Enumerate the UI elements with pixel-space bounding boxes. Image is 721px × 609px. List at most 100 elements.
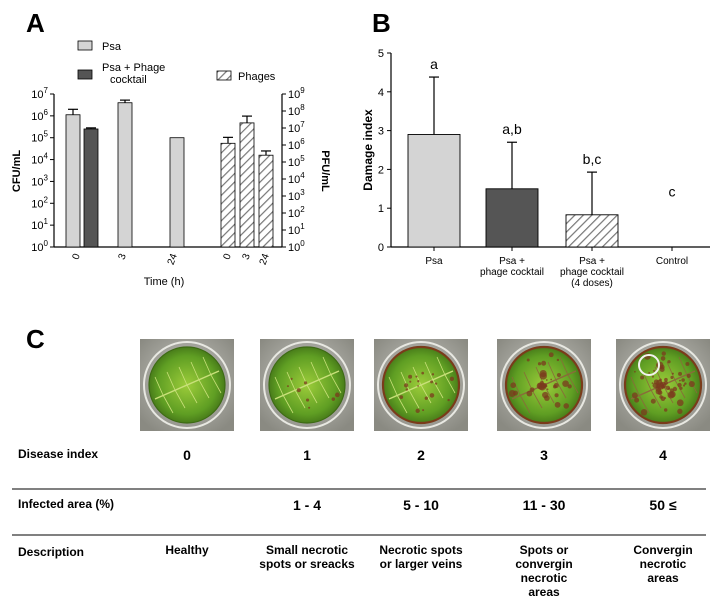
necrotic-spot xyxy=(640,409,648,416)
axis-a-left-tick-label: 107 xyxy=(31,86,48,101)
disease-index-value: 1 xyxy=(303,447,311,463)
bar-a-phages xyxy=(220,142,236,248)
necrotic-spot xyxy=(650,398,656,404)
dish-reflection xyxy=(638,354,660,376)
necrotic-spot xyxy=(303,381,308,385)
leaf-vein xyxy=(400,371,410,391)
axis-b-x-tick-label: phage cocktail xyxy=(560,267,624,278)
axis-a-left-tick-label: 104 xyxy=(31,152,48,167)
description-line: Necrotic spots xyxy=(379,543,463,557)
disease-index-value: 0 xyxy=(183,447,191,463)
necrotic-spot xyxy=(681,378,685,382)
necrotic-spot xyxy=(526,358,530,362)
necrotic-spot xyxy=(529,387,535,393)
necrotic-spot xyxy=(537,362,542,366)
infected-area-value: 1 - 4 xyxy=(293,497,321,513)
necrotic-spot xyxy=(429,393,435,398)
leaf-vein xyxy=(174,389,186,409)
necrotic-spot xyxy=(430,380,434,384)
disease-index-value: 3 xyxy=(540,447,548,463)
necrotic-spot xyxy=(508,390,516,397)
axis-a-left-tick-label: 105 xyxy=(31,130,48,145)
axis-b-x-tick-label: Control xyxy=(656,256,688,267)
disease-index-value: 2 xyxy=(417,447,425,463)
necrotic-spot xyxy=(671,372,674,375)
row-label-infected-area: Infected area (%) xyxy=(18,497,114,511)
axis-a-x-title: Time (h) xyxy=(144,276,185,288)
axis-b-y-tick-label: 2 xyxy=(378,164,384,176)
bar-a-psa xyxy=(65,114,81,248)
necrotic-spot xyxy=(682,384,686,387)
leaf-vein xyxy=(282,394,294,414)
necrotic-spot xyxy=(664,397,667,399)
description-line: Healthy xyxy=(165,543,209,557)
axis-b-y-title: Damage index xyxy=(361,109,375,191)
leaf-vein xyxy=(154,376,164,396)
necrotic-spot xyxy=(421,371,425,375)
leaf-vein xyxy=(274,376,284,396)
panel-label-b: B xyxy=(372,8,391,38)
leaf-vein xyxy=(424,361,434,381)
leaf-vein xyxy=(178,366,188,386)
necrotic-spot xyxy=(417,385,419,387)
axis-a-phage-tick-label: 3 xyxy=(241,252,253,261)
axis-a-left-title: CFU/mL xyxy=(11,150,23,192)
necrotic-spot xyxy=(653,379,659,385)
necrotic-spot xyxy=(657,390,663,396)
disease-index-table: Disease index Infected area (%) Descript… xyxy=(12,339,710,599)
leaf-vein xyxy=(306,384,318,404)
necrotic-spot xyxy=(409,380,412,383)
axis-b-y-tick-label: 3 xyxy=(378,126,384,138)
necrotic-spot xyxy=(679,386,683,390)
axis-a-left-tick-label: 103 xyxy=(31,173,48,188)
leaf-vein xyxy=(638,394,650,414)
necrotic-spot xyxy=(631,392,638,399)
necrotic-spot xyxy=(686,373,691,378)
necrotic-spot xyxy=(510,382,517,389)
significance-letter: c xyxy=(669,184,676,200)
bar-a-psa xyxy=(117,102,133,248)
leaf-vein xyxy=(322,356,332,376)
bar-b xyxy=(485,188,539,248)
necrotic-spot xyxy=(541,360,547,366)
leaf-vein xyxy=(408,389,420,409)
axis-a-left-tick-label: 106 xyxy=(31,108,48,123)
necrotic-spot xyxy=(548,352,554,358)
axis-b-x-tick-label: Psa xyxy=(425,256,443,267)
axis-b-y-tick-label: 1 xyxy=(378,203,384,215)
necrotic-spot xyxy=(556,372,561,378)
necrotic-spot xyxy=(556,358,560,362)
necrotic-spot xyxy=(553,382,559,389)
leaf-vein xyxy=(286,371,296,391)
necrotic-spot xyxy=(286,385,289,388)
necrotic-spot xyxy=(542,391,549,399)
infected-area-value: 50 ≤ xyxy=(649,497,676,513)
leaf-vein xyxy=(294,389,306,409)
leaf-vein xyxy=(444,374,456,394)
necrotic-spot xyxy=(539,369,547,378)
significance-letter: a,b xyxy=(502,121,522,137)
description-line: spots or sreacks xyxy=(259,557,355,571)
bar-a-phages xyxy=(258,154,274,248)
necrotic-spot xyxy=(541,383,547,389)
legend-cocktail-label-1: Psa + Phage xyxy=(102,62,165,74)
necrotic-spot xyxy=(659,381,667,389)
leaf-vein xyxy=(547,361,557,381)
necrotic-spot xyxy=(550,378,553,381)
necrotic-spot xyxy=(308,406,311,409)
leaf-vein xyxy=(318,379,330,399)
bar-b xyxy=(407,134,461,248)
necrotic-spot xyxy=(679,379,681,382)
necrotic-spot xyxy=(546,388,549,391)
necrotic-spot xyxy=(403,383,409,388)
necrotic-spot xyxy=(567,384,572,389)
significance-letter: a xyxy=(430,56,438,72)
leaf-vein xyxy=(210,374,222,394)
necrotic-spot xyxy=(562,380,569,387)
necrotic-spot xyxy=(669,388,674,393)
axis-a-right-tick-label: 104 xyxy=(288,171,305,186)
leaf-vein xyxy=(190,361,200,381)
necrotic-spot xyxy=(415,375,418,378)
description-line: areas xyxy=(647,571,679,585)
